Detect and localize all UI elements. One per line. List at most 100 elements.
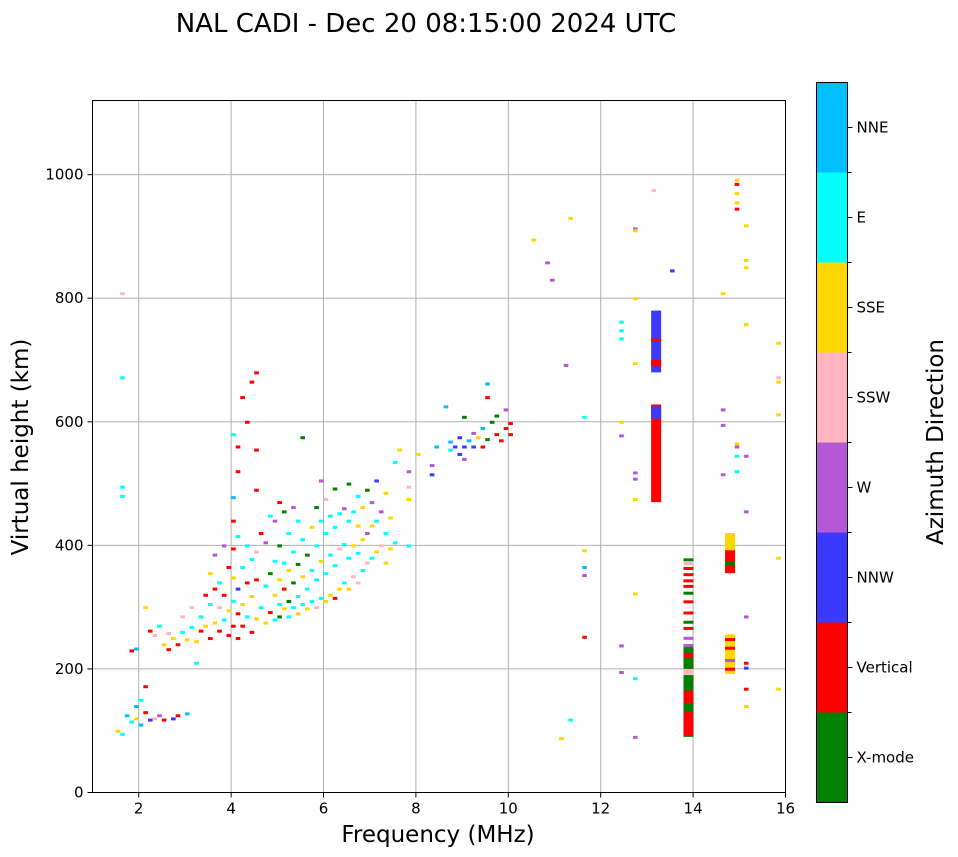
x-tick-label: 12 bbox=[591, 800, 610, 818]
y-tick-label: 200 bbox=[55, 660, 84, 678]
plot-area: 2 4 6 8 10 12 14 16 0 200 400 600 800 1000 bbox=[45, 100, 795, 818]
echo-point bbox=[734, 182, 740, 186]
echo-point bbox=[355, 581, 361, 585]
echo-point bbox=[355, 524, 361, 528]
echo-point bbox=[360, 506, 366, 510]
echo-point bbox=[383, 491, 389, 495]
echo-point bbox=[734, 178, 740, 182]
echo-point bbox=[369, 556, 375, 560]
echo-point bbox=[549, 278, 555, 282]
echo-point bbox=[277, 578, 282, 582]
echo-point bbox=[281, 587, 287, 591]
echo-point bbox=[720, 473, 726, 477]
echo-point bbox=[365, 561, 370, 565]
x-axis-label: Frequency (MHz) bbox=[341, 822, 534, 848]
echo-point bbox=[198, 629, 204, 633]
echo-point bbox=[184, 712, 190, 716]
echo-point bbox=[147, 629, 153, 633]
echo-point bbox=[180, 615, 185, 619]
colorbar-label: Azimuth Direction bbox=[923, 339, 949, 545]
echo-point bbox=[332, 487, 338, 491]
colorbar-swatch bbox=[816, 172, 848, 263]
echo-point bbox=[457, 436, 463, 440]
echo-point bbox=[194, 661, 199, 665]
echo-point bbox=[272, 593, 278, 597]
echo-point bbox=[351, 575, 356, 579]
echo-point bbox=[743, 323, 749, 327]
echo-point bbox=[143, 685, 148, 689]
colorbar-tick-label: NNE bbox=[857, 119, 889, 137]
echo-point bbox=[226, 633, 232, 637]
echo-column-segment bbox=[683, 652, 694, 658]
echo-point bbox=[563, 363, 569, 367]
echo-point bbox=[124, 714, 130, 718]
echo-column-segment bbox=[725, 561, 736, 566]
echo-point bbox=[189, 625, 195, 629]
echo-point bbox=[388, 547, 393, 551]
echo-point bbox=[434, 445, 439, 449]
echo-point bbox=[743, 510, 749, 514]
echo-point bbox=[392, 460, 398, 464]
echo-point bbox=[318, 519, 324, 523]
echo-point bbox=[480, 426, 486, 430]
echo-point bbox=[143, 606, 148, 610]
echo-point bbox=[235, 445, 241, 449]
echo-point bbox=[776, 376, 781, 380]
colorbar-tick-label: SSW bbox=[857, 389, 891, 407]
echo-point bbox=[314, 544, 319, 548]
echo-point bbox=[231, 599, 236, 603]
echo-point bbox=[120, 732, 125, 736]
plot-frame bbox=[92, 100, 786, 793]
echo-point bbox=[115, 729, 121, 733]
y-axis-ticks: 0 200 400 600 800 1000 bbox=[45, 166, 93, 802]
echo-point bbox=[244, 581, 250, 585]
echo-column-segment bbox=[683, 558, 694, 562]
echo-column-segment bbox=[683, 573, 694, 577]
echo-point bbox=[720, 292, 726, 296]
echo-point bbox=[291, 506, 296, 510]
echo-column-segment bbox=[683, 690, 694, 703]
echo-point bbox=[175, 643, 181, 647]
echo-point bbox=[295, 612, 301, 616]
echo-point bbox=[734, 207, 740, 211]
echo-column-segment bbox=[683, 591, 694, 595]
echo-point bbox=[480, 445, 486, 449]
echo-point bbox=[268, 514, 273, 518]
echo-point bbox=[166, 648, 172, 652]
echo-point bbox=[776, 341, 781, 345]
echo-point bbox=[734, 445, 740, 449]
echo-point bbox=[633, 735, 638, 739]
echo-column-segment bbox=[725, 646, 736, 650]
echo-point bbox=[582, 415, 587, 419]
echo-point bbox=[743, 661, 749, 665]
echo-point bbox=[337, 587, 342, 591]
echo-point bbox=[457, 452, 463, 456]
colorbar-tick-label: NNW bbox=[857, 569, 894, 587]
echo-point bbox=[175, 714, 181, 718]
y-tick-label: 0 bbox=[74, 784, 84, 802]
echo-point bbox=[448, 448, 453, 452]
echo-point bbox=[462, 445, 467, 449]
echo-point bbox=[305, 553, 310, 557]
colorbar-tick-label: E bbox=[857, 209, 866, 227]
echo-point bbox=[318, 559, 324, 563]
echo-point bbox=[231, 547, 236, 551]
echo-point bbox=[309, 599, 315, 603]
echo-point bbox=[249, 630, 255, 634]
echo-point bbox=[383, 561, 389, 565]
echo-column-segment bbox=[725, 634, 736, 674]
echo-point bbox=[346, 587, 352, 591]
echo-point bbox=[323, 532, 329, 535]
echo-point bbox=[198, 615, 204, 619]
echo-point bbox=[619, 644, 624, 648]
echo-point bbox=[582, 635, 587, 639]
echo-point bbox=[184, 638, 190, 642]
echo-point bbox=[633, 297, 638, 301]
echo-point bbox=[268, 611, 273, 615]
echo-point bbox=[263, 541, 269, 545]
echo-point bbox=[314, 606, 319, 610]
echo-point bbox=[263, 584, 269, 588]
echo-point bbox=[494, 433, 500, 437]
echo-point bbox=[189, 606, 195, 610]
echo-point bbox=[258, 606, 264, 610]
